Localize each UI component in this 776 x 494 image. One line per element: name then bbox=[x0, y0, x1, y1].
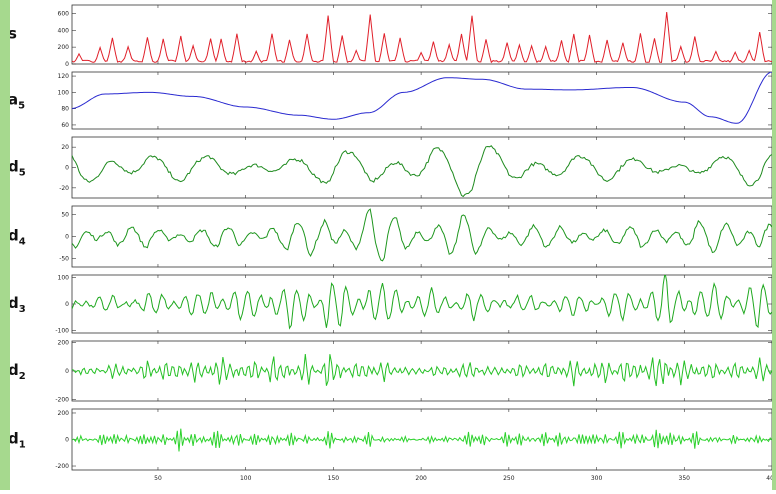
y-tick-label-d2: 200 bbox=[58, 339, 70, 346]
series-line-d2 bbox=[72, 353, 772, 387]
y-tick-label-d3: 0 bbox=[65, 301, 69, 308]
y-tick-label-d4: 50 bbox=[61, 212, 69, 219]
x-tick-label: 300 bbox=[591, 475, 603, 482]
series-line-d1 bbox=[72, 428, 772, 452]
y-tick-label-s: 0 bbox=[65, 61, 69, 68]
y-tick-label-s: 600 bbox=[58, 10, 70, 17]
panel-label-a5: a5 bbox=[8, 91, 25, 112]
series-line-d4 bbox=[72, 208, 772, 262]
y-tick-label-a5: 80 bbox=[61, 106, 69, 113]
y-tick-label-d3: -100 bbox=[55, 327, 69, 334]
y-tick-label-d3: 100 bbox=[58, 275, 70, 282]
y-tick-label-d4: -50 bbox=[59, 255, 69, 262]
y-tick-label-a5: 60 bbox=[61, 122, 69, 129]
panel-label-d2: d2 bbox=[8, 361, 26, 382]
x-tick-label: 200 bbox=[415, 475, 427, 482]
series-line-d5 bbox=[72, 145, 772, 198]
panel-label-d3: d3 bbox=[8, 294, 26, 315]
y-tick-label-a5: 120 bbox=[58, 73, 70, 80]
panel-axes-d5 bbox=[71, 136, 773, 199]
y-tick-label-d5: 20 bbox=[61, 144, 69, 151]
y-tick-label-d2: 0 bbox=[65, 368, 69, 375]
panel-axes-a5 bbox=[71, 71, 773, 130]
x-tick-label: 250 bbox=[503, 475, 515, 482]
x-tick-label: 100 bbox=[240, 475, 252, 482]
y-tick-label-a5: 100 bbox=[58, 89, 70, 96]
y-tick-label-d4: 0 bbox=[65, 234, 69, 241]
x-tick-label: 150 bbox=[328, 475, 340, 482]
panel-label-d5: d5 bbox=[8, 158, 26, 179]
series-line-a5 bbox=[72, 72, 772, 124]
y-tick-label-s: 200 bbox=[58, 44, 70, 51]
right-border-strip bbox=[772, 0, 776, 490]
panel-label-s: s bbox=[8, 25, 17, 43]
series-line-s bbox=[72, 11, 772, 64]
series-line-d3 bbox=[72, 275, 772, 330]
left-border-strip bbox=[0, 0, 10, 490]
x-tick-label: 350 bbox=[679, 475, 691, 482]
panel-label-d1: d1 bbox=[8, 430, 26, 451]
y-tick-label-d5: -20 bbox=[59, 185, 69, 192]
x-tick-label: 400 bbox=[766, 475, 776, 482]
x-tick-label: 50 bbox=[154, 475, 162, 482]
y-tick-label-d2: -200 bbox=[55, 397, 69, 404]
y-tick-label-d1: -200 bbox=[55, 463, 69, 470]
panel-label-d4: d4 bbox=[8, 227, 26, 248]
y-tick-label-s: 400 bbox=[58, 27, 70, 34]
panel-axes-d2 bbox=[71, 340, 773, 402]
y-tick-label-d1: 200 bbox=[58, 410, 70, 417]
y-tick-label-d5: 0 bbox=[65, 165, 69, 172]
y-tick-label-d1: 0 bbox=[65, 437, 69, 444]
